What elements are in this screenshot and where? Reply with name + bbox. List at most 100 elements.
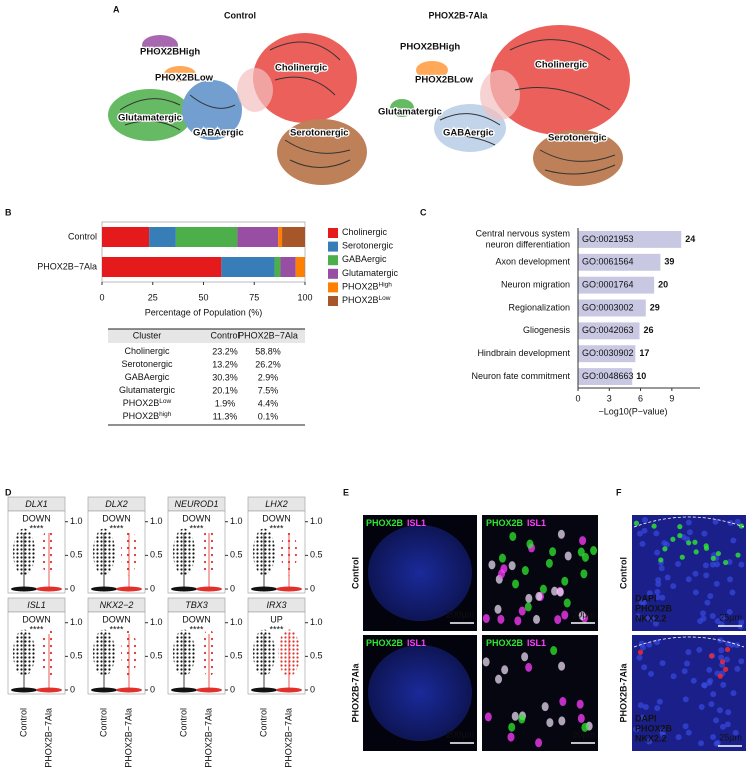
point-cloud xyxy=(121,629,137,677)
go-id: GO:0001764 xyxy=(582,280,634,290)
x-tick-label: 50 xyxy=(198,292,208,302)
nucleus xyxy=(696,646,703,653)
bar xyxy=(578,299,646,317)
nucleus xyxy=(498,553,506,563)
nucleus xyxy=(730,690,737,697)
panel-letter: B xyxy=(5,207,12,217)
nucleus xyxy=(706,666,713,673)
legend-label: PHOX2BLow xyxy=(342,295,391,306)
nucleus xyxy=(718,654,725,661)
nucleus xyxy=(727,520,734,527)
channel-label: PHOX2B xyxy=(635,603,673,613)
group-label: Control xyxy=(258,708,268,737)
nucleus xyxy=(709,561,716,568)
nucleus xyxy=(709,613,716,620)
nucleus xyxy=(641,664,648,671)
nucleus xyxy=(659,660,666,667)
bar-segment xyxy=(295,257,305,277)
table-cell: 30.3% xyxy=(212,372,238,382)
point-cloud xyxy=(201,528,217,576)
nucleus xyxy=(734,518,741,525)
legend-swatch xyxy=(328,296,338,306)
nucleus xyxy=(710,691,717,698)
nucleus xyxy=(550,646,558,656)
channel-name: ISL1 xyxy=(527,638,546,648)
violin-base xyxy=(116,586,142,592)
cluster-label: Serotonergic xyxy=(548,133,607,144)
bar xyxy=(578,276,655,294)
regulation: DOWN xyxy=(102,614,131,624)
nucleus xyxy=(722,559,729,566)
nucleus xyxy=(701,530,708,537)
group-label: PHOX2B−7Ala xyxy=(283,708,293,768)
violin-base xyxy=(91,586,117,592)
nucleus xyxy=(716,707,723,714)
gene-name: TBX3 xyxy=(185,600,208,610)
nucleus xyxy=(704,599,711,606)
nucleus xyxy=(686,529,693,536)
gene-name: LHX2 xyxy=(265,499,288,509)
nucleus xyxy=(719,659,726,665)
nucleus xyxy=(654,594,661,601)
y-tick-label: 0.5 xyxy=(310,651,323,661)
nucleus xyxy=(686,540,692,546)
gene-count: 29 xyxy=(650,302,660,312)
channel-label: DAPI xyxy=(635,713,657,723)
nucleus xyxy=(577,547,585,557)
table-cell: PHOX2Bhigh xyxy=(123,411,172,422)
nucleus xyxy=(693,549,699,555)
cell-text: Serotonergic xyxy=(121,359,173,369)
cluster-label: Glutamatergic xyxy=(118,113,182,124)
legend-swatch xyxy=(328,241,338,252)
point-cloud xyxy=(13,528,35,576)
nucleus xyxy=(564,551,572,561)
legend-sup: Low xyxy=(379,295,391,302)
nucleus xyxy=(692,589,699,596)
cluster-label: Cholinergic xyxy=(535,60,587,71)
table-cell: 11.3% xyxy=(213,411,238,421)
regulation: DOWN xyxy=(22,513,51,523)
bar xyxy=(578,368,633,386)
nucleus xyxy=(670,536,676,542)
umap-title: Control xyxy=(224,10,256,20)
y-tick-label: 0 xyxy=(150,583,155,593)
scale-label: 25µm xyxy=(719,612,742,622)
y-tick-label: 1.0 xyxy=(150,516,163,526)
nucleus xyxy=(723,656,730,663)
nucleus xyxy=(511,711,519,721)
group-label: PHOX2B−7Ala xyxy=(203,708,213,768)
legend-sup: High xyxy=(379,281,393,288)
nucleus xyxy=(535,738,543,748)
nucleus xyxy=(683,660,690,667)
channel-name: PHOX2B xyxy=(366,518,404,528)
nucleus xyxy=(640,644,647,651)
table-header: Cluster xyxy=(133,330,162,340)
nucleus xyxy=(637,702,644,709)
tissue-edge xyxy=(633,636,745,648)
nucleus xyxy=(713,580,720,587)
channel-name: ISL1 xyxy=(527,518,546,528)
nucleus xyxy=(524,602,532,612)
nucleus xyxy=(561,576,569,586)
nucleus xyxy=(556,587,564,597)
nucleus xyxy=(652,620,659,627)
nucleus xyxy=(685,519,692,526)
gene-count: 26 xyxy=(644,325,654,335)
cell-text: PHOX2B xyxy=(123,411,160,421)
significance: **** xyxy=(109,624,124,634)
significance: **** xyxy=(189,523,204,533)
umap-title: PHOX2B-7Ala xyxy=(428,10,488,20)
nucleus xyxy=(576,699,584,709)
legend-label: Cholinergic xyxy=(342,227,388,237)
nucleus xyxy=(708,653,715,659)
nucleus xyxy=(713,717,720,724)
panel-letter: D xyxy=(5,487,12,497)
tissue xyxy=(368,525,472,621)
nucleus xyxy=(639,540,646,547)
go-id: GO:0021953 xyxy=(582,234,634,244)
violin-base xyxy=(276,687,302,693)
legend-label: Glutamatergic xyxy=(342,268,399,278)
bar-segment xyxy=(274,257,281,277)
nucleus xyxy=(708,701,715,708)
